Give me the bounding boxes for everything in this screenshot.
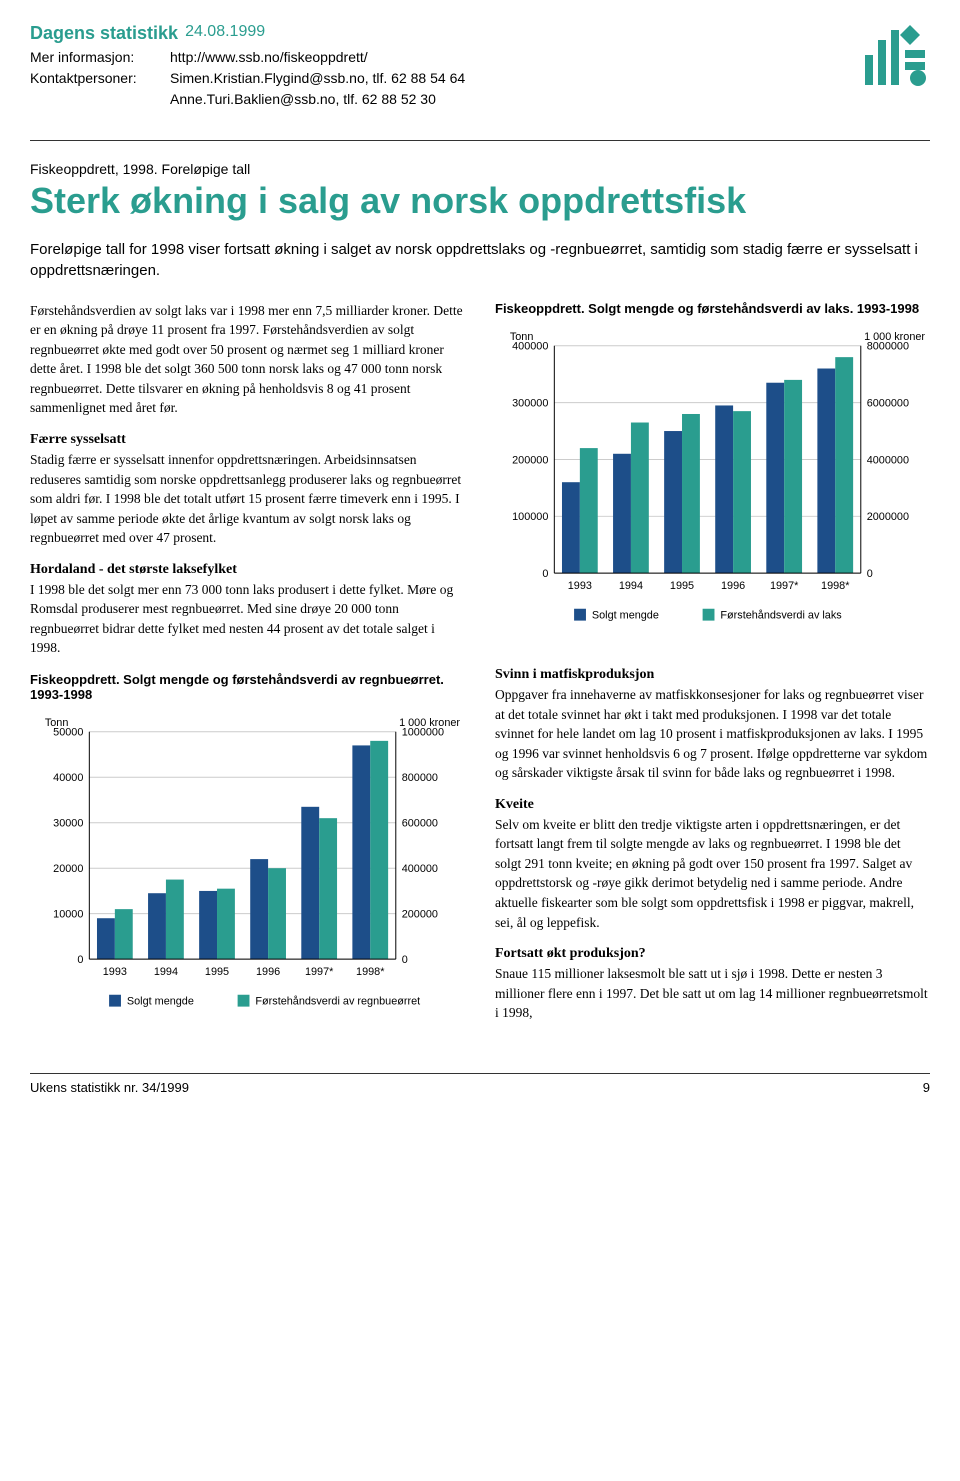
svg-text:1996: 1996 [721, 580, 745, 592]
para-5: Selv om kveite er blitt den tredje vikti… [495, 815, 930, 932]
para-4: Oppgaver fra innehaverne av matfiskkonse… [495, 685, 930, 783]
svg-text:6000000: 6000000 [867, 397, 909, 409]
header-contacts-line2: Anne.Turi.Baklien@ssb.no, tlf. 62 88 52 … [30, 89, 860, 110]
contact1: Simen.Kristian.Flygind@ssb.no, tlf. 62 8… [170, 68, 465, 89]
svg-text:600000: 600000 [402, 818, 438, 830]
svg-text:4000000: 4000000 [867, 454, 909, 466]
svg-text:100000: 100000 [512, 511, 548, 523]
svg-text:Førstehåndsverdi av laks: Førstehåndsverdi av laks [720, 609, 842, 621]
left-column: Førstehåndsverdien av solgt laks var i 1… [30, 301, 465, 1054]
svg-text:1996: 1996 [256, 966, 280, 978]
svg-text:Førstehåndsverdi av regnbueørr: Førstehåndsverdi av regnbueørret [255, 996, 420, 1008]
svg-text:1 000 kroner: 1 000 kroner [864, 330, 925, 342]
svg-text:Solgt mengde: Solgt mengde [592, 609, 659, 621]
svg-text:20000: 20000 [53, 863, 83, 875]
footer-right: 9 [923, 1080, 930, 1095]
para-1: Førstehåndsverdien av solgt laks var i 1… [30, 301, 465, 418]
page-header: Dagens statistikk 24.08.1999 Mer informa… [30, 20, 930, 110]
svg-text:200000: 200000 [512, 454, 548, 466]
chart1-title: Fiskeoppdrett. Solgt mengde og førstehån… [495, 301, 930, 316]
article-headline: Sterk økning i salg av norsk oppdrettsfi… [30, 181, 930, 221]
svg-text:0: 0 [542, 568, 548, 580]
contacts-label-spacer [30, 89, 170, 110]
svg-text:1 000 kroner: 1 000 kroner [399, 717, 460, 729]
svg-text:Tonn: Tonn [45, 717, 69, 729]
article-lede: Foreløpige tall for 1998 viser fortsatt … [30, 239, 930, 281]
svg-text:300000: 300000 [512, 397, 548, 409]
para-3: I 1998 ble det solgt mer enn 73 000 tonn… [30, 580, 465, 658]
header-text-block: Dagens statistikk 24.08.1999 Mer informa… [30, 20, 860, 110]
header-title-line: Dagens statistikk 24.08.1999 [30, 20, 860, 47]
svg-text:1994: 1994 [619, 580, 643, 592]
svg-text:1994: 1994 [154, 966, 178, 978]
svg-text:0: 0 [402, 954, 408, 966]
svg-text:40000: 40000 [53, 772, 83, 784]
chart-laks: Fiskeoppdrett. Solgt mengde og førstehån… [495, 301, 930, 647]
svg-text:0: 0 [77, 954, 83, 966]
para-6: Snaue 115 millioner laksesmolt ble satt … [495, 964, 930, 1023]
ssb-logo-icon [860, 20, 930, 90]
contacts-label: Kontaktpersoner: [30, 68, 170, 89]
header-title: Dagens statistikk [30, 20, 178, 47]
svg-text:1993: 1993 [103, 966, 127, 978]
svg-text:800000: 800000 [402, 772, 438, 784]
svg-text:1997*: 1997* [305, 966, 334, 978]
contact2: Anne.Turi.Baklien@ssb.no, tlf. 62 88 52 … [170, 89, 436, 110]
header-info-line: Mer informasjon: http://www.ssb.no/fiske… [30, 47, 860, 68]
subhead-svinn: Svinn i matfiskproduksjon [495, 667, 930, 683]
svg-text:1995: 1995 [205, 966, 229, 978]
svg-text:1995: 1995 [670, 580, 694, 592]
svg-text:0: 0 [867, 568, 873, 580]
svg-text:1997*: 1997* [770, 580, 799, 592]
svg-text:200000: 200000 [402, 909, 438, 921]
chart2-title: Fiskeoppdrett. Solgt mengde og førstehån… [30, 672, 465, 702]
svg-text:1993: 1993 [568, 580, 592, 592]
svg-text:Tonn: Tonn [510, 330, 534, 342]
svg-text:2000000: 2000000 [867, 511, 909, 523]
svg-text:1998*: 1998* [356, 966, 385, 978]
svg-text:1998*: 1998* [821, 580, 850, 592]
chart1-svg: 0100000200000300000400000020000004000000… [495, 326, 930, 642]
header-date: 24.08.1999 [185, 20, 265, 47]
article-kicker: Fiskeoppdrett, 1998. Foreløpige tall [30, 161, 930, 177]
svg-text:10000: 10000 [53, 909, 83, 921]
right-column: Fiskeoppdrett. Solgt mengde og førstehån… [495, 301, 930, 1054]
page-footer: Ukens statistikk nr. 34/1999 9 [30, 1073, 930, 1095]
svg-text:400000: 400000 [402, 863, 438, 875]
subhead-fortsatt: Fortsatt økt produksjon? [495, 946, 930, 962]
para-2: Stadig færre er sysselsatt innenfor oppd… [30, 450, 465, 548]
info-value: http://www.ssb.no/fiskeoppdrett/ [170, 47, 368, 68]
svg-text:Solgt mengde: Solgt mengde [127, 996, 194, 1008]
footer-left: Ukens statistikk nr. 34/1999 [30, 1080, 189, 1095]
article-columns: Førstehåndsverdien av solgt laks var i 1… [30, 301, 930, 1054]
svg-text:30000: 30000 [53, 818, 83, 830]
chart-regnbueorret: Fiskeoppdrett. Solgt mengde og førstehån… [30, 672, 465, 1033]
subhead-kveite: Kveite [495, 797, 930, 813]
subhead-faerre: Færre sysselsatt [30, 432, 465, 448]
header-contacts-line: Kontaktpersoner: Simen.Kristian.Flygind@… [30, 68, 860, 89]
header-separator [30, 140, 930, 141]
info-label: Mer informasjon: [30, 47, 170, 68]
subhead-hordaland: Hordaland - det største laksefylket [30, 562, 465, 578]
chart2-svg: 0100002000030000400005000002000004000006… [30, 712, 465, 1028]
